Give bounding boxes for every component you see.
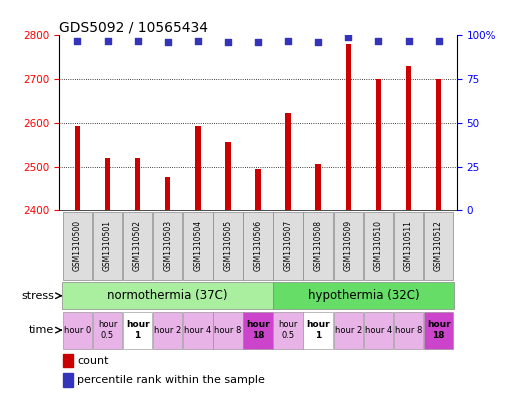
- Text: normothermia (37C): normothermia (37C): [107, 289, 228, 302]
- Bar: [346, 44, 351, 210]
- Text: hour 0: hour 0: [64, 326, 91, 334]
- FancyBboxPatch shape: [93, 212, 122, 279]
- Bar: [315, 164, 321, 210]
- Bar: [63, 373, 73, 387]
- Text: hour
0.5: hour 0.5: [279, 320, 298, 340]
- Text: hour
18: hour 18: [246, 320, 270, 340]
- FancyBboxPatch shape: [153, 212, 183, 279]
- FancyBboxPatch shape: [273, 312, 303, 349]
- Bar: [225, 143, 231, 210]
- Text: hour 4: hour 4: [365, 326, 392, 334]
- Text: hour 2: hour 2: [154, 326, 181, 334]
- Bar: [63, 354, 73, 367]
- Bar: [436, 79, 441, 210]
- FancyBboxPatch shape: [153, 312, 183, 349]
- Text: GSM1310511: GSM1310511: [404, 220, 413, 271]
- Point: [374, 37, 382, 44]
- FancyBboxPatch shape: [364, 212, 393, 279]
- Point: [314, 39, 322, 46]
- Text: hour 2: hour 2: [335, 326, 362, 334]
- Point: [434, 37, 443, 44]
- Text: GSM1310501: GSM1310501: [103, 220, 112, 271]
- FancyBboxPatch shape: [243, 212, 273, 279]
- FancyBboxPatch shape: [273, 283, 454, 309]
- Text: GSM1310510: GSM1310510: [374, 220, 383, 271]
- Point: [284, 37, 292, 44]
- Text: hour 8: hour 8: [214, 326, 241, 334]
- FancyBboxPatch shape: [424, 212, 454, 279]
- FancyBboxPatch shape: [123, 312, 152, 349]
- FancyBboxPatch shape: [183, 312, 213, 349]
- Bar: [135, 158, 140, 210]
- Bar: [75, 126, 80, 210]
- FancyBboxPatch shape: [364, 312, 393, 349]
- Bar: [105, 158, 110, 210]
- FancyBboxPatch shape: [183, 212, 213, 279]
- Text: count: count: [77, 356, 109, 366]
- FancyBboxPatch shape: [303, 312, 333, 349]
- Point: [164, 39, 172, 46]
- Text: GSM1310507: GSM1310507: [284, 220, 293, 271]
- Text: hour
1: hour 1: [307, 320, 330, 340]
- Bar: [285, 113, 291, 210]
- Text: GSM1310508: GSM1310508: [314, 220, 322, 271]
- Text: GSM1310509: GSM1310509: [344, 220, 353, 271]
- Bar: [195, 126, 201, 210]
- Text: GSM1310502: GSM1310502: [133, 220, 142, 271]
- Point: [134, 37, 142, 44]
- FancyBboxPatch shape: [213, 312, 243, 349]
- Text: GSM1310500: GSM1310500: [73, 220, 82, 271]
- FancyBboxPatch shape: [213, 212, 243, 279]
- FancyBboxPatch shape: [93, 312, 122, 349]
- FancyBboxPatch shape: [62, 212, 92, 279]
- Text: hypothermia (32C): hypothermia (32C): [308, 289, 419, 302]
- Point: [224, 39, 232, 46]
- Text: hour
18: hour 18: [427, 320, 450, 340]
- FancyBboxPatch shape: [62, 312, 92, 349]
- Text: hour 8: hour 8: [395, 326, 422, 334]
- Text: percentile rank within the sample: percentile rank within the sample: [77, 375, 265, 386]
- Bar: [255, 169, 261, 210]
- Point: [254, 39, 262, 46]
- FancyBboxPatch shape: [394, 312, 423, 349]
- FancyBboxPatch shape: [333, 212, 363, 279]
- Text: GSM1310512: GSM1310512: [434, 220, 443, 271]
- FancyBboxPatch shape: [273, 212, 303, 279]
- Point: [344, 34, 352, 40]
- Text: GSM1310504: GSM1310504: [194, 220, 202, 271]
- Point: [405, 37, 413, 44]
- Text: stress: stress: [21, 291, 54, 301]
- FancyBboxPatch shape: [424, 312, 454, 349]
- Text: hour
1: hour 1: [126, 320, 150, 340]
- Text: GSM1310505: GSM1310505: [223, 220, 232, 271]
- Text: GDS5092 / 10565434: GDS5092 / 10565434: [59, 20, 208, 34]
- Text: hour 4: hour 4: [184, 326, 212, 334]
- FancyBboxPatch shape: [243, 312, 273, 349]
- Text: time: time: [29, 325, 54, 335]
- Bar: [165, 178, 170, 210]
- FancyBboxPatch shape: [62, 283, 273, 309]
- Point: [73, 37, 82, 44]
- FancyBboxPatch shape: [394, 212, 423, 279]
- Text: GSM1310506: GSM1310506: [253, 220, 263, 271]
- FancyBboxPatch shape: [303, 212, 333, 279]
- Bar: [376, 79, 381, 210]
- FancyBboxPatch shape: [333, 312, 363, 349]
- Bar: [406, 66, 411, 210]
- Point: [194, 37, 202, 44]
- Text: GSM1310503: GSM1310503: [163, 220, 172, 271]
- Point: [103, 37, 111, 44]
- FancyBboxPatch shape: [123, 212, 152, 279]
- Text: hour
0.5: hour 0.5: [98, 320, 117, 340]
